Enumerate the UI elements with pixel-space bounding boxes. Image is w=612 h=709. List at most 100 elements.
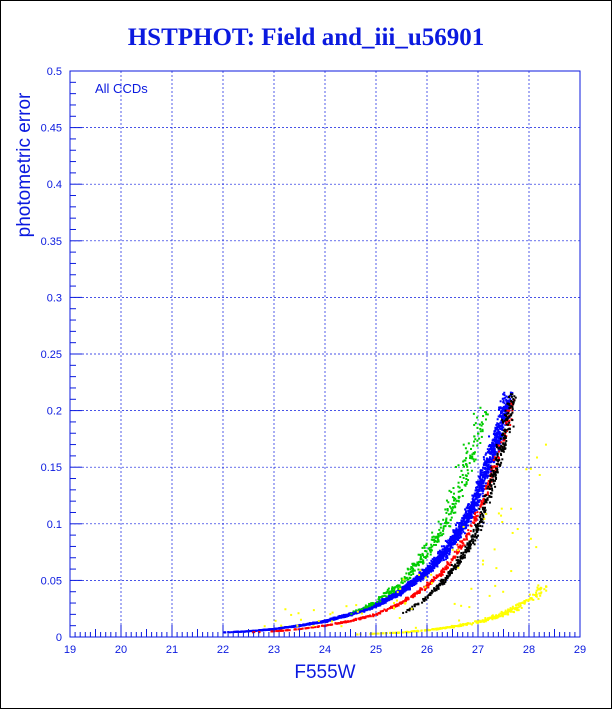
data-point: [465, 463, 468, 466]
data-point: [488, 466, 491, 469]
data-point: [423, 568, 426, 571]
data-point: [444, 581, 447, 584]
data-point: [499, 412, 502, 415]
data-point: [400, 591, 403, 594]
data-point: [504, 409, 507, 412]
data-point: [529, 537, 532, 540]
data-point: [435, 564, 438, 567]
data-point: [382, 592, 385, 595]
data-point: [494, 475, 497, 478]
data-point: [392, 593, 395, 596]
data-point: [431, 578, 434, 581]
data-point: [480, 435, 483, 438]
data-point: [406, 583, 409, 586]
data-point: [457, 564, 460, 567]
data-point: [487, 480, 490, 483]
data-point: [333, 618, 336, 621]
data-point: [450, 510, 453, 513]
data-point: [457, 566, 460, 569]
data-point: [491, 474, 494, 477]
data-point: [437, 561, 440, 564]
data-point: [459, 530, 462, 533]
data-point: [457, 490, 460, 493]
data-point: [494, 452, 497, 455]
data-point: [455, 530, 458, 533]
y-tick-label: 0: [56, 632, 62, 644]
data-point: [505, 435, 508, 438]
data-point: [465, 481, 468, 484]
data-point: [405, 596, 408, 599]
data-point: [385, 597, 388, 600]
data-point: [424, 576, 427, 579]
data-point: [495, 615, 498, 618]
data-point: [504, 415, 507, 418]
data-point: [472, 505, 475, 508]
data-point: [393, 607, 396, 610]
data-point: [288, 625, 291, 628]
data-point: [489, 474, 492, 477]
data-point: [476, 439, 479, 442]
data-point: [365, 607, 368, 610]
data-point: [421, 552, 424, 555]
data-point: [485, 461, 488, 464]
data-point: [486, 491, 489, 494]
data-point: [361, 608, 364, 611]
data-point: [312, 609, 315, 612]
data-point: [448, 625, 451, 628]
data-point: [472, 458, 475, 461]
data-point: [388, 607, 391, 610]
data-point: [423, 585, 426, 588]
data-point: [367, 605, 370, 608]
data-point: [486, 464, 489, 467]
data-point: [498, 446, 501, 449]
data-point: [440, 573, 443, 576]
data-point: [473, 460, 476, 463]
data-point: [482, 482, 485, 485]
data-point: [445, 577, 448, 580]
data-point: [416, 574, 419, 577]
data-point: [375, 603, 378, 606]
data-point: [258, 631, 261, 634]
data-point: [256, 629, 259, 632]
data-point: [485, 501, 488, 504]
data-point: [408, 586, 411, 589]
data-point: [507, 423, 510, 426]
data-point: [452, 511, 455, 514]
data-point: [440, 545, 443, 548]
data-point: [355, 611, 358, 614]
data-point: [500, 514, 503, 517]
data-point: [467, 472, 470, 475]
data-point: [485, 485, 488, 488]
data-point: [437, 535, 440, 538]
data-point: [416, 563, 419, 566]
data-point: [498, 424, 501, 427]
data-point: [460, 519, 463, 522]
data-point: [495, 567, 498, 570]
data-point: [473, 451, 476, 454]
data-point: [483, 510, 486, 513]
data-point: [466, 450, 469, 453]
data-point: [444, 550, 447, 553]
data-point: [393, 631, 396, 634]
data-point: [236, 630, 239, 633]
x-tick-label: 19: [64, 644, 76, 656]
data-point: [461, 495, 464, 498]
data-point: [476, 486, 479, 489]
data-point: [474, 517, 477, 520]
data-point: [489, 478, 492, 481]
data-point: [453, 624, 456, 627]
data-point: [462, 530, 465, 533]
data-point: [355, 609, 358, 612]
data-point: [350, 614, 353, 617]
data-point: [471, 494, 474, 497]
data-point: [431, 560, 434, 563]
data-point: [409, 582, 412, 585]
data-point: [412, 630, 415, 633]
data-point: [430, 570, 433, 573]
data-point: [429, 582, 432, 585]
data-point: [500, 428, 503, 431]
data-point: [461, 521, 464, 524]
data-point: [435, 589, 438, 592]
data-point: [454, 465, 457, 468]
data-point: [272, 628, 275, 631]
